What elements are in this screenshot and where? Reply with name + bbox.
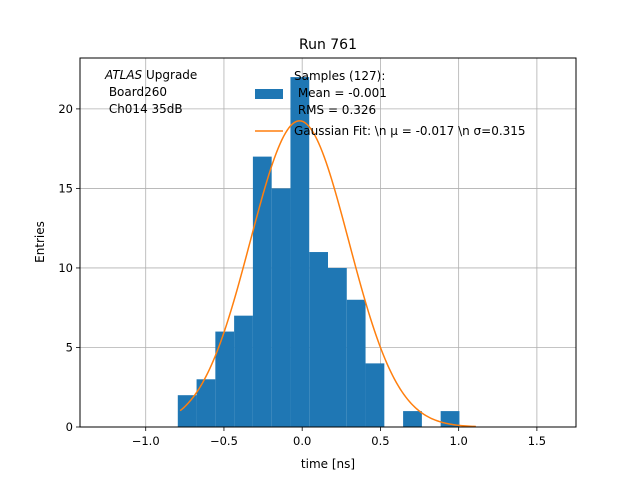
histogram-bar-0	[177, 395, 197, 427]
histogram-bar-4	[252, 156, 272, 428]
legend-samples-label: Samples (127):	[294, 69, 385, 83]
x-tick-label-2: 0.0	[293, 434, 311, 448]
x-axis-ticks: −1.0 −0.5 0.0 0.5 1.0 1.5	[132, 427, 546, 448]
histogram-bar-5	[271, 188, 291, 427]
atlas-annotation: ATLAS Upgrade Board260 Ch014 35dB	[104, 68, 197, 116]
y-tick-label-0: 0	[66, 420, 73, 434]
y-tick-label-3: 15	[58, 181, 73, 195]
x-tick-label-1: −0.5	[210, 434, 238, 448]
histogram-bar-12	[403, 411, 422, 427]
annotation-line-1: ATLAS Upgrade	[104, 68, 197, 82]
histogram-bar-1	[196, 379, 216, 427]
legend-mean-label: Mean = -0.001	[294, 86, 387, 100]
annotation-channel: Ch014 35dB	[105, 102, 183, 116]
upgrade-label: Upgrade	[142, 68, 197, 82]
histogram-bar-10	[365, 363, 385, 427]
y-tick-label-2: 10	[58, 261, 73, 275]
y-axis-ticks: 0 5 10 15 20	[58, 102, 80, 434]
gaussian-fit-curve	[179, 120, 476, 428]
x-tick-label-4: 1.0	[450, 434, 468, 448]
y-tick-label-4: 20	[58, 102, 73, 116]
plot-frame	[79, 57, 577, 428]
legend-rms-label: RMS = 0.326	[294, 103, 376, 117]
x-tick-label-0: −1.0	[132, 434, 160, 448]
chart-title: Run 761	[299, 37, 357, 53]
histogram-bar-9	[346, 299, 366, 427]
histogram-bar-7	[309, 252, 328, 427]
histogram-bar-3	[234, 315, 253, 427]
gaussian-fit	[179, 120, 476, 428]
histogram-bars	[177, 77, 460, 428]
histogram-bar-6	[290, 77, 310, 427]
y-axis-label: Entries	[33, 221, 47, 263]
histogram-bar-2	[215, 331, 235, 427]
x-tick-label-5: 1.5	[528, 434, 546, 448]
legend-fit-label: Gaussian Fit: \n μ = -0.017 \n σ=0.315	[294, 124, 526, 138]
atlas-label: ATLAS	[104, 68, 143, 82]
y-tick-label-1: 5	[66, 340, 73, 354]
histogram-bar-8	[328, 267, 347, 427]
annotation-board: Board260	[105, 85, 167, 99]
legend: Samples (127): Mean = -0.001 RMS = 0.326…	[255, 69, 526, 138]
x-tick-label-3: 0.5	[371, 434, 389, 448]
legend-swatch-samples	[255, 89, 283, 99]
x-axis-label: time [ns]	[301, 457, 355, 471]
